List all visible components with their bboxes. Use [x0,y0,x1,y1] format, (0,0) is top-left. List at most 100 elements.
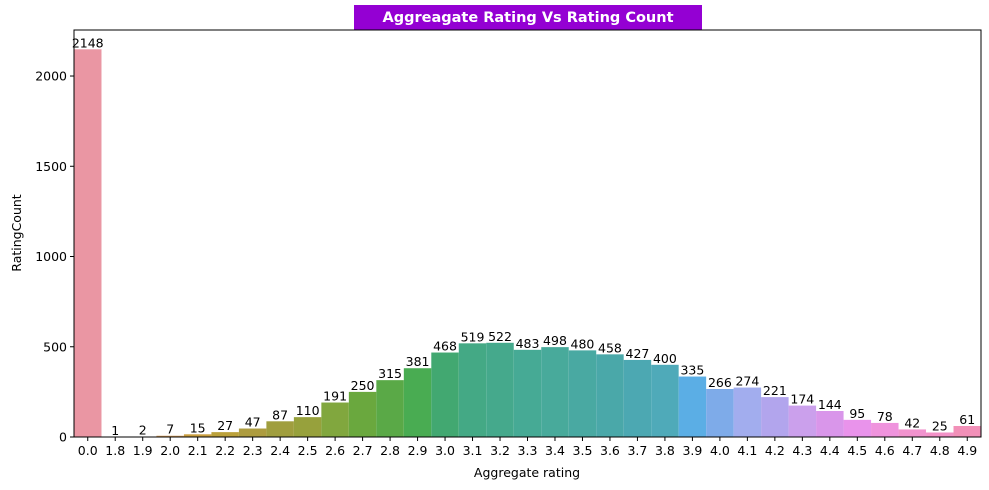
data-label-1.8: 1 [111,423,119,438]
bar-2.8 [376,380,404,437]
chart-title-group: Aggreagate Rating Vs Rating Count [354,5,702,30]
data-label-4.7: 42 [904,415,920,430]
data-label-4.5: 95 [849,406,865,421]
data-label-2.0: 7 [166,422,174,437]
data-label-3.8: 400 [653,351,677,366]
x-tick-label-2.3: 2.3 [243,443,263,458]
x-tick-label-4.2: 4.2 [765,443,785,458]
bar-2.3 [238,428,267,437]
bar-2.9 [403,368,432,437]
data-label-3.9: 335 [680,363,704,378]
bar-4.1 [733,387,762,437]
bar-2.2 [211,432,239,437]
bar-2.5 [293,417,322,437]
bar-4.5 [843,419,872,437]
x-tick-label-3.4: 3.4 [545,443,565,458]
bar-2.0 [156,435,184,437]
data-label-3.3: 483 [516,336,540,351]
x-tick-label-3.0: 3.0 [435,443,455,458]
bar-3.0 [431,352,459,437]
chart-title-background [354,5,702,30]
bar-2.1 [183,434,212,437]
data-label-2.6: 191 [323,389,347,404]
y-tick-label-500: 500 [43,339,67,354]
y-tick-label-1500: 1500 [35,159,67,174]
bars-group [74,49,981,438]
y-axis-label: RatingCount [9,194,24,272]
data-label-2.8: 315 [378,366,402,381]
x-tick-label-3.6: 3.6 [600,443,620,458]
x-tick-label-3.2: 3.2 [490,443,510,458]
y-axis: 0 500 1000 1500 2000 [35,69,74,445]
bar-0.0 [74,49,102,438]
bar-2.7 [348,391,377,437]
data-label-2.9: 381 [406,354,430,369]
y-tick-label-1000: 1000 [35,249,67,264]
data-label-3.0: 468 [433,339,457,354]
x-tick-label-3.3: 3.3 [518,443,538,458]
data-label-2.3: 47 [245,415,261,430]
x-axis-label: Aggregate rating [474,465,580,480]
bar-3.2 [486,342,514,437]
x-tick-label-4.6: 4.6 [875,443,895,458]
data-label-4.2: 221 [763,383,787,398]
data-label-3.1: 519 [461,329,485,344]
x-tick-label-4.4: 4.4 [820,443,840,458]
y-tick-label-2000: 2000 [35,69,67,84]
x-tick-label-4.9: 4.9 [957,443,977,458]
x-tick-label-2.7: 2.7 [353,443,373,458]
x-tick-label-4.7: 4.7 [902,443,922,458]
bar-4.6 [871,422,899,437]
x-tick-label-2.8: 2.8 [380,443,400,458]
data-label-4.6: 78 [877,409,893,424]
data-label-1.9: 2 [139,423,147,438]
data-label-4.9: 61 [959,412,975,427]
x-tick-label-2.4: 2.4 [270,443,290,458]
bar-3.7 [623,359,652,437]
bar-3.4 [541,347,569,437]
data-label-3.2: 522 [488,329,512,344]
x-tick-label-2.6: 2.6 [325,443,345,458]
x-tick-label-1.9: 1.9 [133,443,153,458]
data-label-2.5: 110 [296,403,320,418]
data-label-3.7: 427 [626,346,650,361]
x-axis: 0.0 1.8 1.9 2.0 2.1 2.2 2.3 2.4 2.5 2.6 2.7 2.8 2.9 3… [78,437,977,458]
bar-3.6 [596,354,624,437]
bar-3.8 [651,364,679,437]
y-tick-label-0: 0 [59,430,67,445]
x-tick-label-2.0: 2.0 [160,443,180,458]
x-tick-label-2.9: 2.9 [408,443,428,458]
bar-4.3 [788,405,817,437]
data-label-2.2: 27 [217,418,233,433]
x-tick-label-2.2: 2.2 [215,443,235,458]
data-label-3.5: 480 [571,336,595,351]
bar-2.4 [266,421,294,437]
data-label-4.0: 266 [708,375,732,390]
data-label-2.7: 250 [351,378,375,393]
bar-4.4 [816,411,844,437]
x-tick-label-4.1: 4.1 [737,443,757,458]
x-tick-label-4.3: 4.3 [792,443,812,458]
data-label-0.0: 2148 [72,35,104,50]
bar-4.2 [761,397,789,437]
x-tick-label-2.1: 2.1 [188,443,208,458]
data-label-2.4: 87 [272,407,288,422]
x-tick-label-4.8: 4.8 [930,443,950,458]
bar-4.7 [898,429,927,437]
data-label-4.1: 274 [735,374,759,389]
bar-4.9 [953,425,981,437]
bar-4.8 [926,432,954,437]
bar-2.6 [321,402,349,437]
data-label-4.3: 174 [790,392,814,407]
x-tick-label-3.5: 3.5 [573,443,593,458]
bar-3.1 [458,343,487,437]
bar-3.5 [568,350,597,437]
x-tick-label-4.0: 4.0 [710,443,730,458]
x-tick-label-3.8: 3.8 [655,443,675,458]
chart-title: Aggreagate Rating Vs Rating Count [382,10,673,26]
bar-3.3 [513,349,542,437]
data-label-4.8: 25 [932,418,948,433]
x-tick-label-0.0: 0.0 [78,443,98,458]
